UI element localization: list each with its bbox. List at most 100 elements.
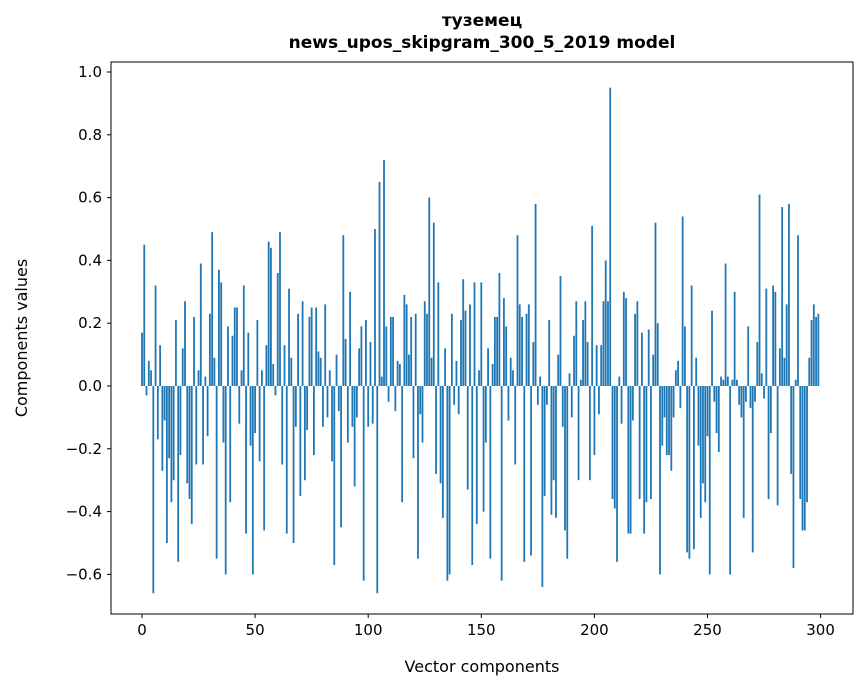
- bar: [245, 386, 247, 534]
- bar: [611, 386, 614, 500]
- y-axis-label: Components values: [12, 259, 31, 417]
- bar: [317, 351, 320, 386]
- bar: [613, 386, 616, 509]
- y-tick-label: 0.0: [78, 377, 102, 395]
- bar: [319, 357, 322, 386]
- bar: [765, 288, 768, 386]
- bar: [588, 386, 591, 481]
- bar: [781, 207, 784, 386]
- bar: [168, 386, 171, 459]
- bar: [618, 376, 621, 386]
- bar: [672, 386, 675, 418]
- bar: [812, 304, 815, 386]
- bar: [346, 386, 349, 443]
- bar: [374, 229, 376, 386]
- bar: [150, 370, 152, 386]
- bar: [484, 386, 487, 443]
- bar: [405, 304, 408, 386]
- bar: [754, 386, 756, 402]
- bar: [265, 345, 268, 386]
- bar: [267, 241, 270, 386]
- bar: [799, 386, 802, 500]
- bar: [457, 386, 460, 415]
- bar: [586, 342, 589, 386]
- bar: [308, 316, 311, 386]
- bar: [380, 376, 383, 386]
- bar: [141, 332, 143, 386]
- y-tick-label: 0.4: [78, 251, 102, 269]
- bar: [769, 386, 772, 434]
- bar: [256, 320, 259, 386]
- bar: [460, 320, 462, 386]
- bar: [595, 345, 598, 386]
- bar: [570, 386, 573, 418]
- bar: [708, 386, 711, 575]
- bar: [808, 357, 811, 386]
- bar: [785, 304, 788, 386]
- bar: [469, 304, 471, 386]
- bar: [776, 386, 779, 506]
- bar: [224, 386, 227, 575]
- bar: [152, 386, 155, 594]
- bar: [432, 222, 435, 386]
- bar: [616, 386, 618, 562]
- bar: [378, 181, 381, 386]
- bar: [788, 203, 790, 386]
- bar: [163, 386, 166, 421]
- bar: [145, 386, 148, 396]
- bar: [410, 316, 413, 386]
- bar: [498, 272, 501, 386]
- bar: [215, 386, 218, 559]
- bar: [371, 386, 374, 424]
- bar: [342, 235, 345, 386]
- bar: [313, 386, 315, 456]
- bar: [778, 348, 781, 386]
- bar: [473, 282, 476, 386]
- bar: [742, 386, 745, 518]
- bar: [584, 301, 587, 386]
- bar: [303, 386, 306, 481]
- x-axis-label: Vector components: [405, 657, 560, 676]
- bar: [272, 364, 275, 386]
- bar: [600, 345, 603, 386]
- bar: [733, 291, 736, 386]
- bar: [260, 370, 263, 386]
- bar: [188, 386, 191, 500]
- bar: [758, 194, 761, 386]
- bar: [195, 386, 198, 465]
- bar: [310, 307, 313, 386]
- bar: [389, 316, 392, 386]
- bar: [643, 386, 646, 534]
- bar: [247, 332, 250, 386]
- bar: [772, 285, 774, 386]
- bar: [593, 386, 596, 456]
- bar: [602, 301, 605, 386]
- bar: [591, 225, 594, 386]
- bar: [344, 338, 347, 386]
- bar: [536, 386, 539, 405]
- bar: [509, 357, 512, 386]
- bars-group: [141, 87, 820, 594]
- bar: [365, 320, 367, 386]
- bar: [543, 386, 546, 496]
- bar: [760, 373, 763, 386]
- bar: [507, 386, 510, 421]
- bar: [294, 386, 297, 427]
- bar: [423, 301, 426, 386]
- bar: [471, 386, 474, 565]
- bar: [525, 313, 528, 386]
- bar: [645, 386, 648, 503]
- bar: [521, 316, 523, 386]
- bar: [480, 282, 483, 386]
- bar: [677, 360, 679, 386]
- bar: [550, 386, 553, 515]
- plot-frame: [110, 61, 854, 615]
- bar: [170, 386, 173, 503]
- bar: [181, 348, 184, 386]
- bar: [351, 386, 354, 427]
- bar: [428, 197, 431, 386]
- bar: [455, 360, 458, 386]
- bar: [331, 386, 333, 462]
- bar: [724, 263, 727, 386]
- bar: [446, 386, 449, 581]
